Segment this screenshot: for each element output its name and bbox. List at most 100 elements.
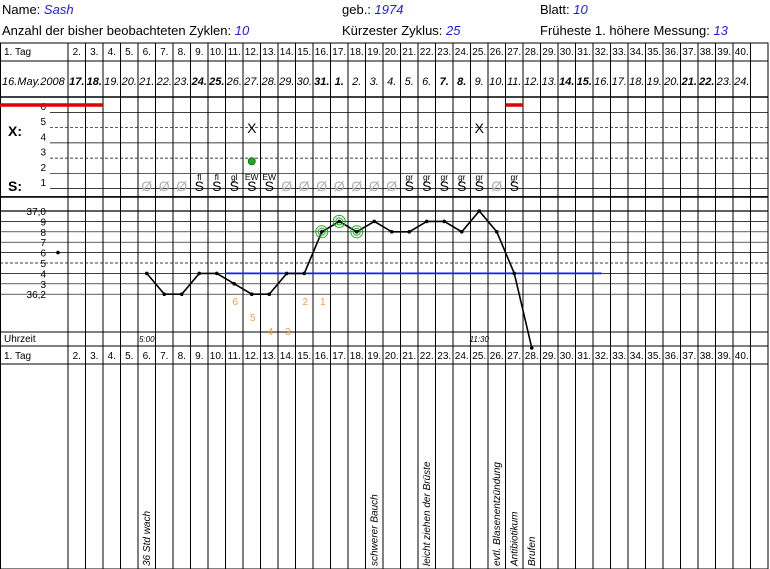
day-number: 16. (315, 47, 329, 58)
day-number: 26. (490, 351, 504, 362)
born-value: 1974 (374, 2, 404, 17)
temperature-point (459, 230, 464, 234)
temp-tick: 37,0 (27, 207, 47, 218)
day-number: 17. (332, 47, 346, 58)
cycles-label: Anzahl der bisher beobachteten Zyklen: (2, 23, 232, 38)
day-number: 26. (490, 47, 504, 58)
day-number: 8. (178, 47, 186, 58)
day-number: 25. (472, 47, 486, 58)
mucus-symbol: Ø (281, 178, 292, 194)
mucus-symbol: S (510, 178, 519, 194)
mucus-note: gr (440, 172, 448, 182)
temp-tick: 9 (40, 217, 46, 228)
temperature-point (144, 271, 149, 276)
day-number: 9. (195, 47, 203, 58)
temperature-point (162, 292, 167, 297)
day-number: 6. (143, 351, 151, 362)
day-number: 4. (108, 351, 116, 362)
date-label: 23. (173, 76, 189, 88)
date-label: 14. (559, 76, 574, 88)
note-text: Brufen (527, 536, 538, 566)
count-label: 5 (250, 313, 256, 324)
cycles-row: Anzahl der bisher beobachteten Zyklen: 1… (2, 23, 249, 38)
day-number: 31. (577, 351, 591, 362)
earliest-label: Früheste 1. höhere Messung: (540, 23, 710, 38)
temperature-point (319, 230, 324, 234)
date-label: 31. (314, 76, 329, 88)
higher-temp-circle-inner (317, 227, 326, 236)
day-number: 35. (647, 351, 661, 362)
date-label: 19. (104, 76, 119, 88)
date-label: 13. (542, 76, 557, 88)
day-number: 34. (630, 351, 644, 362)
date-label: 21. (681, 76, 697, 88)
day-number: 7. (160, 351, 168, 362)
count-label: 1 (320, 297, 326, 308)
temperature-point (337, 219, 342, 224)
name-row: Name: Sash (2, 2, 74, 17)
date-label: 11. (507, 76, 521, 88)
temperature-point (302, 271, 307, 276)
temperature-point (477, 209, 482, 213)
temperature-point (372, 219, 377, 224)
day-number: 34. (630, 47, 644, 58)
bleeding-tick: 4 (40, 132, 46, 143)
date-label: 15. (577, 76, 592, 88)
temperature-point (249, 292, 254, 297)
date-label: 19. (647, 76, 662, 88)
sheet-row: Blatt: 10 (540, 2, 588, 17)
count-label: 3 (285, 327, 291, 338)
date-label: 4. (387, 76, 396, 88)
day-number: 37. (682, 47, 696, 58)
temp-tick: 6 (40, 249, 46, 260)
uhrzeit-label: Uhrzeit (4, 334, 36, 345)
day-number: 25. (472, 351, 486, 362)
date-label: 23. (716, 76, 732, 88)
day-number: 29. (542, 351, 556, 362)
bleeding-tick: 1 (40, 178, 46, 189)
day-number: 15. (297, 351, 311, 362)
note-text: leicht ziehen der Brüste (422, 461, 433, 566)
count-label: 6 (232, 297, 238, 308)
date-label: 22. (698, 76, 714, 88)
mucus-symbol: S (475, 178, 484, 194)
mucus-symbol: Ø (299, 178, 310, 194)
cycles-value: 10 (234, 23, 250, 38)
day-label: 1. Tag (4, 47, 31, 58)
temp-tick: 8 (40, 228, 46, 239)
mucus-note: EW (262, 172, 276, 182)
day-number: 15. (297, 47, 311, 58)
day-number: 39. (717, 351, 731, 362)
mucus-symbol: Ø (176, 178, 187, 194)
day-number: 38. (700, 47, 714, 58)
name-value: Sash (43, 2, 74, 17)
mucus-note: gr (475, 172, 483, 182)
mucus-symbol: S (457, 178, 466, 194)
shortest-value: 25 (446, 23, 461, 38)
count-label: 4 (267, 327, 273, 338)
mucus-label: S: (8, 178, 22, 194)
temperature-point (232, 282, 237, 286)
day-number: 10. (210, 47, 224, 58)
mucus-symbol: Ø (334, 178, 345, 194)
day-number: 36. (665, 351, 679, 362)
day-number: 9. (195, 351, 203, 362)
day-number: 32. (595, 47, 609, 58)
temp-tick: 4 (40, 269, 46, 280)
date-label: 12. (524, 76, 539, 88)
mucus-note: EW (245, 172, 259, 182)
temperature-point (197, 271, 202, 276)
temperature-point (442, 219, 447, 224)
day-number: 18. (350, 351, 364, 362)
day-number: 3. (90, 47, 98, 58)
mucus-symbol: Ø (141, 178, 152, 194)
note-text: 36 Std wach (142, 511, 153, 566)
cervix-mark: X (247, 120, 257, 136)
mucus-note: gl (231, 172, 238, 182)
date-label: 17. (69, 76, 84, 88)
temperature-point (407, 230, 412, 234)
mucus-note: gr (423, 172, 431, 182)
date-label: 8. (457, 76, 466, 88)
date-label: 10. (489, 76, 504, 88)
date-label: 20. (663, 76, 679, 88)
